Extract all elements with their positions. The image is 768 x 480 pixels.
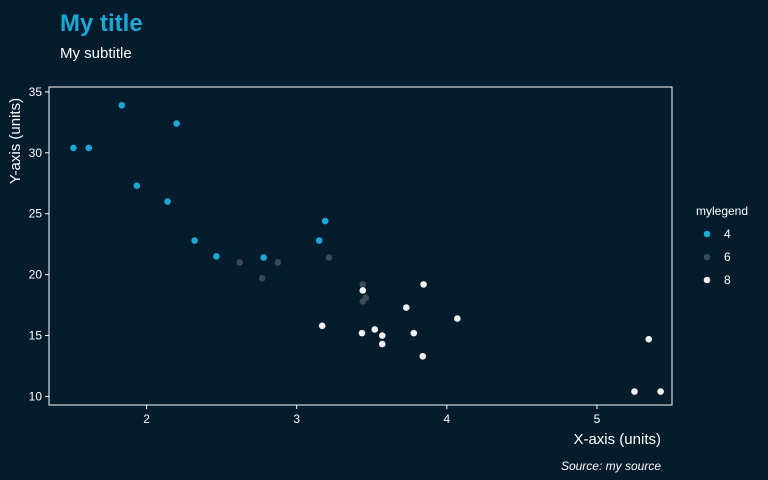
data-point-6: [236, 259, 243, 266]
data-point-4: [315, 237, 323, 244]
data-point-4: [213, 253, 220, 260]
x-tick-label: 4: [443, 412, 450, 426]
x-tick-label: 5: [594, 412, 601, 426]
data-point-6: [359, 298, 367, 305]
data-points: [70, 101, 664, 395]
x-axis-label: X-axis (units): [573, 431, 661, 448]
data-point-4: [164, 198, 171, 205]
data-point-4: [260, 254, 267, 261]
y-tick-label: 20: [29, 268, 43, 282]
data-point-8: [454, 315, 461, 322]
data-point-8: [378, 332, 386, 339]
x-axis-ticks: 2 3 4 5: [143, 405, 601, 426]
data-point-6: [325, 254, 333, 261]
legend-items: 4 6 8: [703, 227, 731, 287]
legend-label-6: 6: [724, 250, 731, 264]
legend-key-6: [703, 253, 711, 261]
data-point-8: [318, 322, 326, 330]
data-point-4: [133, 182, 141, 189]
y-tick-label: 15: [29, 329, 43, 343]
y-axis-ticks: 10 15 20 25 30 35: [29, 85, 49, 403]
data-point-6: [258, 274, 266, 282]
y-tick-label: 10: [29, 389, 43, 403]
data-point-8: [645, 335, 653, 343]
legend-label-8: 8: [724, 273, 731, 287]
data-point-4: [173, 120, 180, 127]
y-tick-label: 30: [29, 146, 43, 160]
data-point-4: [85, 144, 93, 152]
data-point-8: [631, 388, 638, 395]
legend: mylegend 4 6 8: [696, 204, 748, 287]
data-point-6: [274, 259, 282, 266]
y-tick-label: 35: [29, 85, 43, 99]
data-point-8: [402, 304, 410, 311]
legend-key-4: [703, 230, 711, 238]
x-tick-label: 3: [293, 412, 300, 426]
legend-key-8: [703, 276, 711, 284]
data-point-4: [118, 101, 126, 109]
y-axis-label: Y-axis (units): [7, 98, 24, 184]
y-tick-label: 25: [29, 207, 43, 221]
plot-panel-border: [48, 86, 673, 406]
data-point-6: [359, 281, 367, 288]
data-point-8: [410, 329, 418, 337]
chart-subtitle: My subtitle: [60, 45, 132, 62]
chart-caption: Source: my source: [561, 459, 661, 473]
data-point-8: [378, 340, 386, 348]
chart-title: My title: [60, 10, 143, 37]
data-point-8: [371, 326, 379, 333]
data-point-4: [321, 217, 329, 225]
x-tick-label: 2: [143, 412, 150, 426]
legend-title: mylegend: [696, 204, 748, 218]
data-point-8: [657, 388, 664, 395]
legend-label-4: 4: [724, 227, 731, 241]
data-point-4: [70, 144, 77, 152]
data-point-8: [419, 352, 427, 360]
data-point-8: [358, 329, 366, 337]
data-point-8: [420, 281, 427, 288]
data-point-8: [359, 287, 367, 294]
data-point-4: [191, 237, 198, 244]
